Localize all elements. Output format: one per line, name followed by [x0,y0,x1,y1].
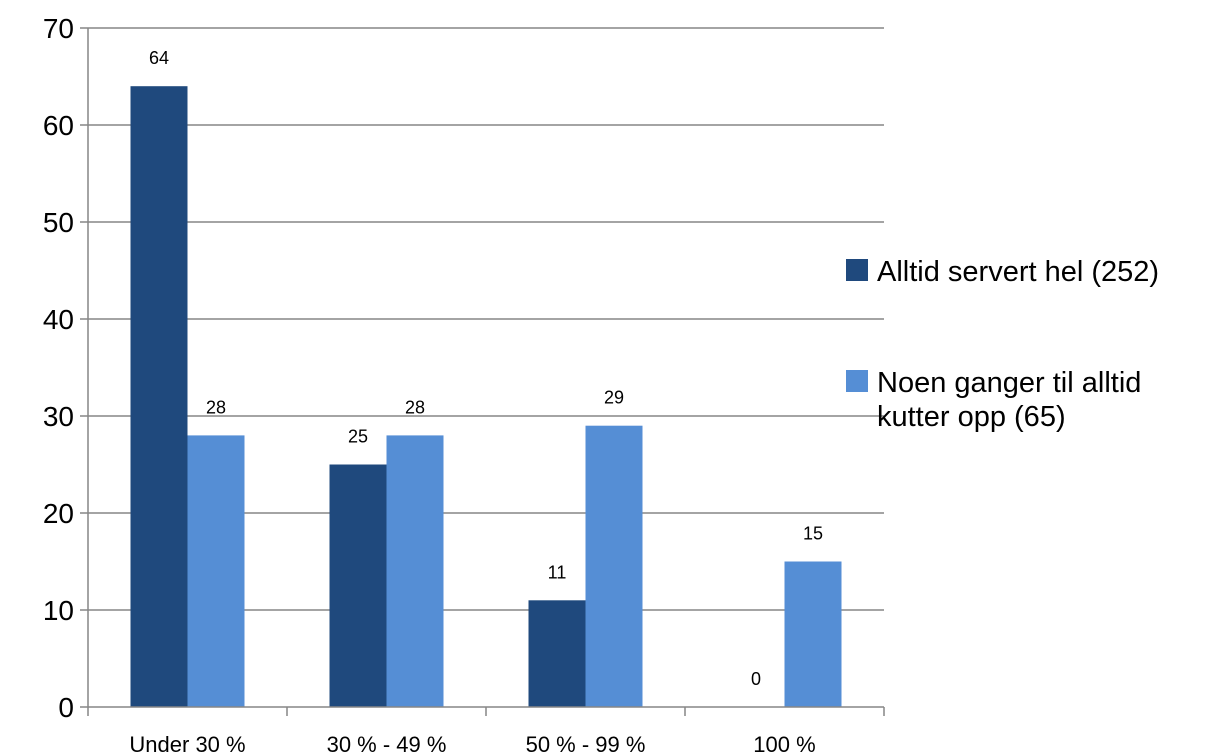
legend-entry-line: Alltid servert hel (252) [877,256,1159,288]
data-label: 0 [751,669,761,689]
data-label: 28 [405,397,425,417]
y-tick-label: 70 [43,13,74,44]
axes [80,27,885,716]
bar [585,425,643,707]
bars [130,86,842,707]
data-label: 11 [548,562,567,582]
y-tick-label: 10 [43,595,74,626]
bar [130,86,188,707]
legend: Alltid servert hel (252) Noen ganger til … [846,256,1159,433]
y-tick-label: 30 [43,401,74,432]
data-label: 64 [149,48,169,68]
data-label: 29 [604,388,624,408]
bar [386,435,444,707]
bar [187,435,245,707]
y-tick-label: 0 [58,692,74,723]
legend-entry-line: kutter opp (65) [877,401,1066,433]
legend-entry: Noen ganger til alltid kutter opp (65) [877,367,1141,433]
bar [329,464,387,707]
data-labels: 64 28 25 28 11 29 0 15 [149,48,823,689]
bar [528,600,586,707]
y-tick-label: 50 [43,207,74,238]
y-tick-label: 60 [43,110,74,141]
y-axis-tick-labels: 0 10 20 30 40 50 60 70 [43,13,74,723]
x-category-label: 30 % - 49 % [327,732,447,755]
legend-entry: Alltid servert hel (252) [877,256,1159,288]
data-label: 28 [206,397,226,417]
data-label: 25 [348,427,368,447]
x-axis-category-labels: Under 30 % 30 % - 49 % 50 % - 99 % 100 % [129,732,815,755]
x-category-label: 50 % - 99 % [526,732,646,755]
x-category-label: 100 % [753,732,815,755]
legend-swatch [846,259,868,281]
legend-entry-line: Noen ganger til alltid [877,367,1141,399]
y-tick-label: 40 [43,304,74,335]
legend-swatch [846,370,868,392]
y-tick-label: 20 [43,498,74,529]
data-label: 15 [803,524,823,544]
x-category-label: Under 30 % [129,732,245,755]
bar [784,561,842,707]
